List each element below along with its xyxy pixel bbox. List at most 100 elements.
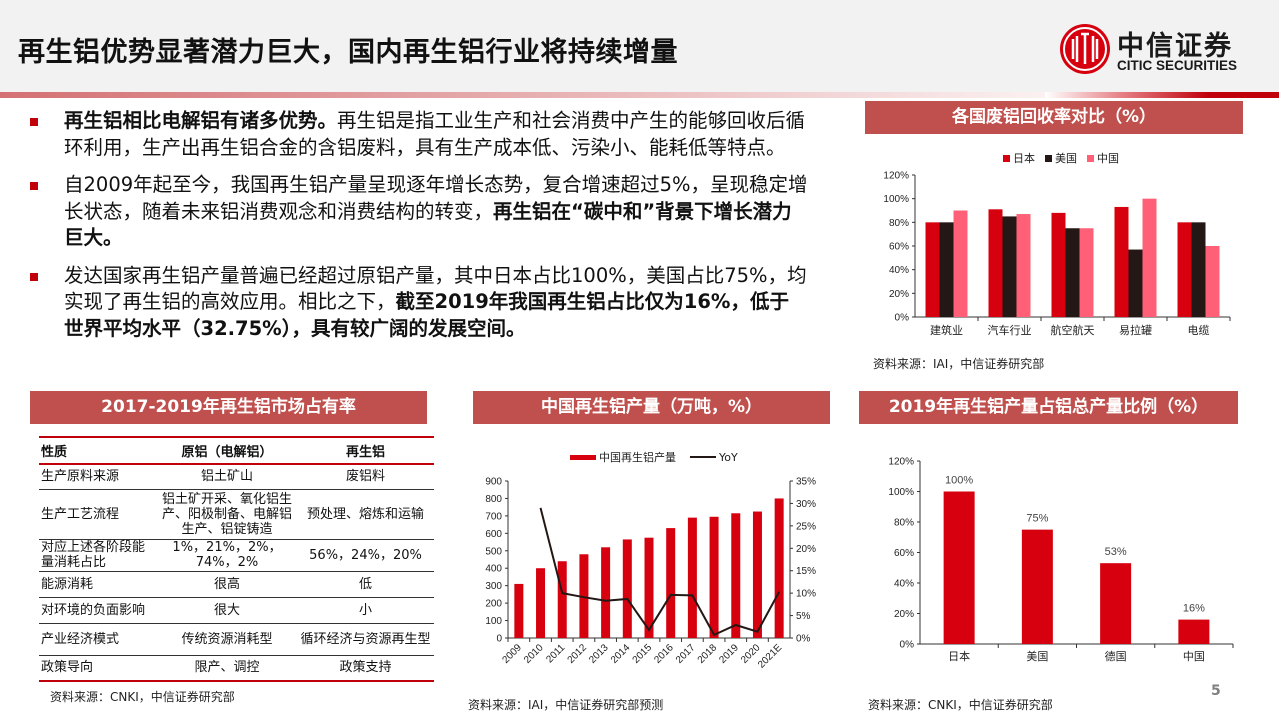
svg-text:20%: 20% — [889, 289, 909, 300]
table-cell: 限产、调控 — [157, 655, 297, 682]
table-row: 对应上述各阶段能量消耗占比 1%，21%，2%，74%，2% 56%，24%，2… — [39, 539, 434, 572]
table-cell: 低 — [297, 571, 434, 598]
table-cell: 预处理、熔炼和运输 — [297, 489, 434, 540]
svg-text:2017: 2017 — [674, 642, 698, 666]
svg-text:2012: 2012 — [566, 642, 590, 666]
square-bullet-icon — [30, 182, 38, 190]
bullet-bold-tail: 截至2019年我国再生铝占比仅为16%，低于世界平均水平（32.75%），具有较… — [64, 290, 789, 340]
bullet-item: 再生铝相比电解铝有诸多优势。再生铝是指工业生产和社会消费中产生的能够回收后循环利… — [28, 108, 808, 161]
svg-text:40%: 40% — [889, 265, 909, 276]
svg-text:120%: 120% — [883, 171, 909, 182]
chart-production-source: 资料来源：IAI，中信证券研究部预测 — [468, 698, 664, 712]
bullet-bold-lead: 再生铝相比电解铝有诸多优势。 — [64, 109, 338, 132]
svg-text:0: 0 — [496, 634, 502, 645]
legend-swatch — [1087, 154, 1094, 162]
legend-item-yoy: YoY — [690, 449, 738, 465]
bullet-bold-tail: 再生铝在“碳中和”背景下增长潜力巨大。 — [64, 199, 792, 250]
table-cell: 政策支持 — [297, 655, 434, 682]
table-row: 产业经济模式 传统资源消耗型 循环经济与资源再生型 — [39, 623, 434, 656]
bullet-text: 再生铝是指工业生产和社会消费中产生的能够回收后循环利用，生产出再生铝合金的含铝废… — [64, 109, 806, 159]
bullet-list: 再生铝相比电解铝有诸多优势。再生铝是指工业生产和社会消费中产生的能够回收后循环利… — [28, 108, 808, 353]
chart-share-title: 2019年再生铝产量占铝总产量比例（%） — [859, 391, 1238, 424]
svg-text:16%: 16% — [1183, 603, 1205, 615]
legend-item-usa: 美国 — [1045, 150, 1077, 166]
bullet-text: 发达国家再生铝产量普遍已经超过原铝产量，其中日本占比100%，美国占比75%，均… — [64, 263, 807, 314]
chart-recycling-source: 资料来源：IAI，中信证券研究部 — [873, 357, 1045, 371]
svg-text:建筑业: 建筑业 — [930, 323, 963, 337]
svg-text:2013: 2013 — [587, 642, 611, 666]
chart-recycling-title: 各国废铝回收率对比（%） — [865, 101, 1243, 134]
svg-text:75%: 75% — [1026, 513, 1048, 525]
table-header-cell: 再生铝 — [345, 445, 385, 460]
table-cell: 废铝料 — [297, 464, 434, 490]
svg-text:900: 900 — [485, 477, 502, 488]
table-cell: 1%，21%，2%，74%，2% — [157, 539, 297, 572]
chart-production: 0 100 200 300 400 500 600 700 800 900 0% 5% 10% 15% 20… — [485, 477, 816, 671]
svg-text:汽车行业: 汽车行业 — [988, 323, 1032, 337]
svg-text:800: 800 — [485, 494, 502, 505]
svg-text:20%: 20% — [796, 544, 816, 555]
chart-recycling-rates: 0% 20% 40% 60% 80% 100% 120% 建筑业 汽车行业 航空航天 易拉罐 电缆 — [883, 171, 1231, 337]
svg-text:2014: 2014 — [609, 642, 633, 666]
table-cell: 生产工艺流程 — [39, 489, 157, 540]
svg-text:400: 400 — [485, 564, 502, 575]
table-header-row: 性质 原铝（电解铝） 再生铝 — [39, 437, 434, 464]
svg-text:2010: 2010 — [522, 642, 546, 666]
svg-text:2016: 2016 — [652, 642, 676, 666]
svg-text:40%: 40% — [894, 579, 914, 590]
square-bullet-icon — [30, 272, 38, 281]
table-row: 政策导向 限产、调控 政策支持 — [39, 655, 434, 682]
table-cell: 能源消耗 — [39, 571, 157, 598]
svg-text:15%: 15% — [796, 566, 816, 577]
table-cell: 铝土矿开采、氧化铝生产、阳极制备、电解铝生产、铝锭铸造 — [157, 489, 297, 540]
table-cell: 政策导向 — [39, 655, 157, 682]
table-row: 对环境的负面影响 很大 小 — [39, 597, 434, 624]
svg-text:中国: 中国 — [1183, 650, 1205, 663]
header-accent-bar — [0, 92, 1045, 98]
table-cell: 传统资源消耗型 — [157, 623, 297, 656]
svg-text:2009: 2009 — [500, 642, 524, 666]
citic-emblem-icon — [1060, 24, 1110, 74]
svg-text:0%: 0% — [900, 640, 915, 651]
chart-share-source: 资料来源：CNKI，中信证券研究部 — [868, 698, 1053, 712]
svg-text:25%: 25% — [796, 521, 816, 532]
svg-text:电缆: 电缆 — [1188, 324, 1210, 337]
svg-text:53%: 53% — [1105, 546, 1127, 558]
svg-text:20%: 20% — [894, 609, 914, 620]
square-bullet-icon — [30, 118, 38, 126]
svg-text:德国: 德国 — [1105, 649, 1127, 663]
bullet-item: 自2009年起至今，我国再生铝产量呈现逐年增长态势，复合增速超过5%，呈现稳定增… — [28, 172, 808, 252]
table-header-cell: 性质 — [41, 445, 68, 460]
chart-share-2019: 0% 20% 40% 60% 80% 100% 120% 100% 日本 75% 美国 53% 德国 16… — [888, 457, 1234, 663]
legend-swatch — [570, 454, 596, 460]
legend-item-production: 中国再生铝产量 — [570, 449, 676, 465]
table-cell: 铝土矿山 — [157, 464, 297, 490]
chart-recycling-legend: 日本 美国 中国 — [1003, 150, 1119, 166]
table-section-title: 2017-2019年再生铝市场占有率 — [30, 391, 427, 424]
svg-text:2018: 2018 — [696, 642, 720, 666]
svg-text:35%: 35% — [796, 477, 816, 488]
table-cell: 小 — [297, 597, 434, 624]
table-row: 生产工艺流程 铝土矿开采、氧化铝生产、阳极制备、电解铝生产、铝锭铸造 预处理、熔… — [39, 489, 434, 540]
svg-text:日本: 日本 — [948, 649, 970, 663]
svg-text:0%: 0% — [895, 313, 910, 324]
legend-line-swatch — [690, 456, 716, 458]
table-cell: 对环境的负面影响 — [39, 597, 157, 624]
svg-text:500: 500 — [485, 546, 502, 557]
svg-text:600: 600 — [485, 529, 502, 540]
svg-text:航空航天: 航空航天 — [1051, 323, 1095, 337]
svg-text:60%: 60% — [889, 242, 909, 253]
svg-text:5%: 5% — [796, 611, 811, 622]
table-cell: 对应上述各阶段能量消耗占比 — [39, 539, 157, 572]
svg-text:60%: 60% — [894, 548, 914, 559]
table-source: 资料来源：CNKI，中信证券研究部 — [50, 690, 235, 704]
svg-text:300: 300 — [485, 581, 502, 592]
legend-item-china: 中国 — [1087, 150, 1119, 166]
svg-text:200: 200 — [485, 599, 502, 610]
legend-swatch — [1003, 154, 1010, 162]
logo-english-name: CITIC SECURITIES — [1117, 58, 1238, 73]
svg-text:700: 700 — [485, 511, 502, 522]
table-cell: 56%，24%，20% — [297, 539, 434, 572]
page-title: 再生铝优势显著潜力巨大，国内再生铝行业将持续增量 — [18, 37, 678, 68]
logo-chinese-name: 中信证券 — [1117, 31, 1233, 62]
